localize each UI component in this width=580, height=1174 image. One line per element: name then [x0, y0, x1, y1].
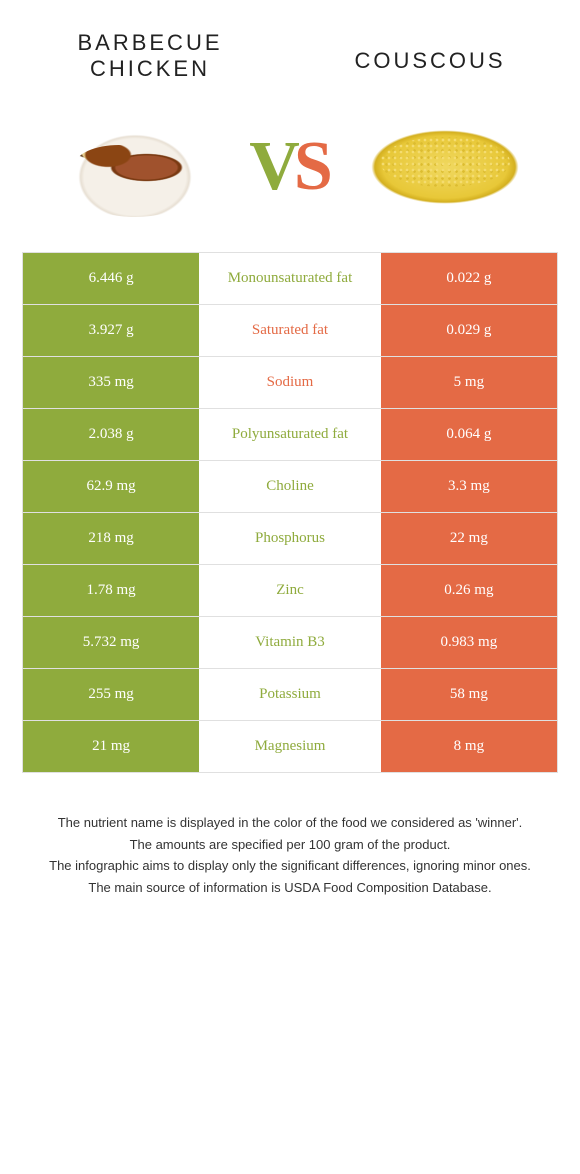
- right-value-cell: 3.3 mg: [381, 461, 557, 512]
- nutrient-name-cell: Sodium: [199, 357, 381, 408]
- right-value-cell: 0.022 g: [381, 253, 557, 304]
- nutrient-name-cell: Polyunsaturated fat: [199, 409, 381, 460]
- table-row: 218 mgPhosphorus22 mg: [23, 512, 557, 564]
- footer-line: The nutrient name is displayed in the co…: [40, 813, 540, 833]
- left-value-cell: 218 mg: [23, 513, 199, 564]
- right-value-cell: 8 mg: [381, 721, 557, 772]
- left-value-cell: 62.9 mg: [23, 461, 199, 512]
- right-food-title: COUSCOUS: [330, 48, 530, 74]
- right-value-cell: 0.983 mg: [381, 617, 557, 668]
- left-food-title: BARBECUE CHICKEN: [50, 30, 250, 82]
- left-value-cell: 6.446 g: [23, 253, 199, 304]
- header: BARBECUE CHICKEN COUSCOUS: [20, 20, 560, 102]
- left-value-cell: 1.78 mg: [23, 565, 199, 616]
- right-value-cell: 0.064 g: [381, 409, 557, 460]
- nutrient-name-cell: Vitamin B3: [199, 617, 381, 668]
- table-row: 5.732 mgVitamin B30.983 mg: [23, 616, 557, 668]
- table-row: 21 mgMagnesium8 mg: [23, 720, 557, 772]
- table-row: 6.446 gMonounsaturated fat0.022 g: [23, 252, 557, 304]
- couscous-icon: [365, 127, 525, 207]
- left-value-cell: 3.927 g: [23, 305, 199, 356]
- table-row: 2.038 gPolyunsaturated fat0.064 g: [23, 408, 557, 460]
- table-row: 255 mgPotassium58 mg: [23, 668, 557, 720]
- nutrient-name-cell: Zinc: [199, 565, 381, 616]
- nutrient-name-cell: Phosphorus: [199, 513, 381, 564]
- right-value-cell: 58 mg: [381, 669, 557, 720]
- table-row: 3.927 gSaturated fat0.029 g: [23, 304, 557, 356]
- right-value-cell: 5 mg: [381, 357, 557, 408]
- vs-row: VS: [20, 102, 560, 252]
- right-food-image: [360, 112, 530, 222]
- table-row: 62.9 mgCholine3.3 mg: [23, 460, 557, 512]
- footer-line: The main source of information is USDA F…: [40, 878, 540, 898]
- comparison-table: 6.446 gMonounsaturated fat0.022 g3.927 g…: [22, 252, 558, 773]
- footer-line: The infographic aims to display only the…: [40, 856, 540, 876]
- footer-notes: The nutrient name is displayed in the co…: [20, 773, 560, 897]
- right-value-cell: 22 mg: [381, 513, 557, 564]
- left-value-cell: 335 mg: [23, 357, 199, 408]
- left-value-cell: 255 mg: [23, 669, 199, 720]
- nutrient-name-cell: Choline: [199, 461, 381, 512]
- barbecue-chicken-icon: [55, 117, 215, 217]
- left-value-cell: 21 mg: [23, 721, 199, 772]
- nutrient-name-cell: Saturated fat: [199, 305, 381, 356]
- vs-label: VS: [249, 132, 331, 202]
- nutrient-name-cell: Magnesium: [199, 721, 381, 772]
- table-row: 1.78 mgZinc0.26 mg: [23, 564, 557, 616]
- nutrient-name-cell: Potassium: [199, 669, 381, 720]
- right-value-cell: 0.26 mg: [381, 565, 557, 616]
- left-food-image: [50, 112, 220, 222]
- left-value-cell: 2.038 g: [23, 409, 199, 460]
- left-value-cell: 5.732 mg: [23, 617, 199, 668]
- table-row: 335 mgSodium5 mg: [23, 356, 557, 408]
- footer-line: The amounts are specified per 100 gram o…: [40, 835, 540, 855]
- nutrient-name-cell: Monounsaturated fat: [199, 253, 381, 304]
- right-value-cell: 0.029 g: [381, 305, 557, 356]
